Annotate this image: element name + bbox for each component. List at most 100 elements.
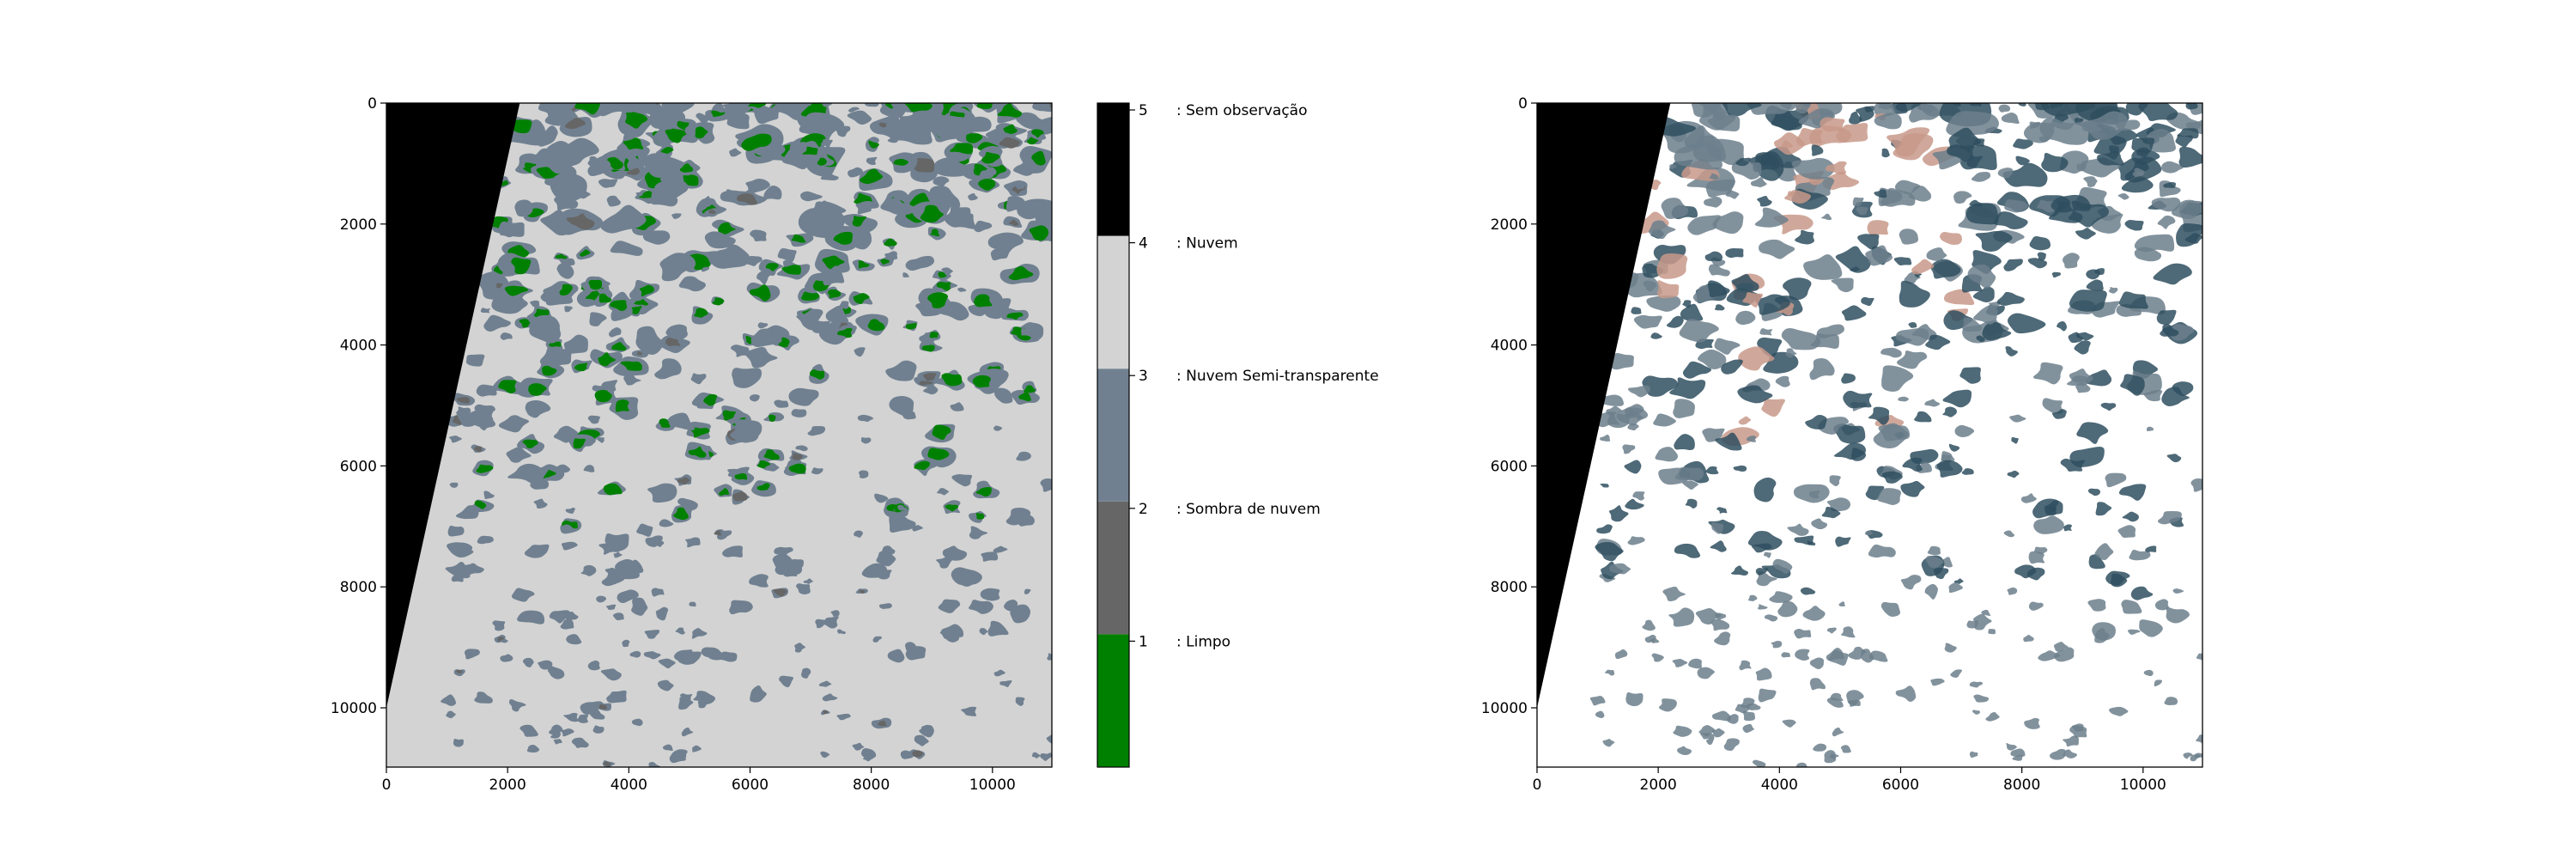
texture-blob <box>661 103 695 115</box>
texture-blob <box>860 436 872 444</box>
texture-blob <box>2001 113 2020 125</box>
texture-blob <box>1794 535 1814 545</box>
colorbar-frame <box>1097 102 1130 768</box>
texture-blob <box>1877 488 1902 506</box>
texture-blob <box>1712 211 1744 235</box>
texture-blob <box>1821 506 1841 519</box>
texture-blob <box>837 629 846 635</box>
texture-blob <box>1795 229 1815 245</box>
texture-blob <box>1725 247 1744 259</box>
texture-blob-core <box>659 418 671 428</box>
texture-blob-core <box>878 721 887 727</box>
texture-blob <box>635 192 644 197</box>
texture-blob-core <box>817 157 827 166</box>
texture-blob <box>1679 318 1719 343</box>
texture-blob <box>1798 108 1835 129</box>
texture-blob <box>1809 657 1825 670</box>
texture-blob <box>549 724 563 735</box>
texture-blob <box>2057 320 2068 332</box>
texture-blob <box>1864 106 1875 113</box>
texture-blob <box>459 563 484 576</box>
texture-blob-core <box>734 472 748 480</box>
texture-blob <box>474 691 493 704</box>
texture-blob-core <box>756 460 771 469</box>
texture-blob-core <box>884 238 897 247</box>
texture-blob <box>629 650 641 658</box>
texture-blob <box>1840 745 1851 753</box>
texture-blob <box>1811 518 1828 530</box>
texture-blob <box>2086 279 2104 291</box>
texture-blob-core <box>950 143 974 155</box>
texture-blob <box>538 660 553 670</box>
y-tick-label: 10000 <box>331 700 377 717</box>
texture-blob <box>1881 471 1903 484</box>
texture-blob <box>1944 643 1957 653</box>
texture-blob <box>820 138 833 149</box>
texture-blob <box>1695 608 1722 625</box>
texture-blob <box>1809 358 1835 381</box>
colorbar-segment <box>1097 634 1129 767</box>
texture-blob <box>2156 309 2177 326</box>
texture-blob <box>2175 134 2193 148</box>
texture-blob <box>1756 570 1777 587</box>
texture-blob <box>2063 524 2073 532</box>
texture-blob <box>648 762 661 767</box>
texture-blob <box>1606 405 1622 416</box>
texture-blob <box>1733 465 1747 472</box>
texture-blob-core <box>476 464 494 473</box>
texture-blob <box>1900 575 1922 590</box>
texture-blob-core <box>801 291 820 302</box>
texture-blob <box>1849 111 1862 125</box>
texture-blob <box>1656 253 1688 279</box>
texture-blob <box>1721 359 1743 375</box>
texture-blob-core <box>975 486 992 497</box>
texture-blob <box>1714 304 1725 311</box>
texture-blob-core <box>660 147 674 155</box>
texture-blob <box>631 597 648 616</box>
texture-blob <box>2163 181 2177 188</box>
texture-blob <box>874 493 889 503</box>
colorbar-class-label: : Sem observação <box>1176 102 1308 119</box>
texture-blob <box>1772 558 1793 574</box>
texture-blob <box>2121 600 2142 614</box>
texture-blob <box>1655 447 1679 462</box>
texture-blob <box>561 524 573 531</box>
texture-blob <box>2157 510 2182 525</box>
texture-blob <box>1658 698 1677 712</box>
texture-blob <box>2083 176 2098 187</box>
texture-blob-core <box>631 306 642 314</box>
texture-blob-core <box>736 193 757 205</box>
texture-blob <box>1908 322 1917 328</box>
texture-blob <box>857 414 874 423</box>
texture-blob <box>1706 738 1715 746</box>
texture-blob <box>854 530 863 538</box>
texture-blob <box>2029 121 2040 130</box>
texture-blob <box>1948 443 1960 452</box>
texture-blob <box>993 545 1008 553</box>
texture-blob <box>1864 530 1874 536</box>
texture-blob <box>657 679 674 691</box>
texture-blob <box>852 742 865 751</box>
texture-blob <box>565 508 575 515</box>
texture-blob <box>973 220 993 233</box>
texture-blob <box>2032 362 2063 385</box>
texture-blob <box>1688 658 1702 669</box>
texture-blob <box>1868 650 1888 662</box>
texture-blob <box>549 610 570 624</box>
texture-blob <box>514 199 533 217</box>
texture-blob <box>750 685 767 703</box>
texture-blob-core <box>620 361 642 371</box>
texture-blob <box>1852 197 1864 207</box>
texture-blob <box>1024 588 1031 594</box>
texture-blob <box>821 103 833 107</box>
texture-blob <box>1973 613 1992 631</box>
texture-blob <box>681 727 694 737</box>
texture-blob <box>1653 413 1676 427</box>
texture-blob <box>1677 746 1692 756</box>
texture-blob <box>678 276 706 292</box>
texture-blob <box>2196 734 2202 744</box>
texture-blob <box>2139 619 2163 637</box>
texture-blob <box>1710 540 1727 552</box>
texture-blob-core <box>976 103 993 109</box>
texture-blob <box>1642 375 1679 397</box>
